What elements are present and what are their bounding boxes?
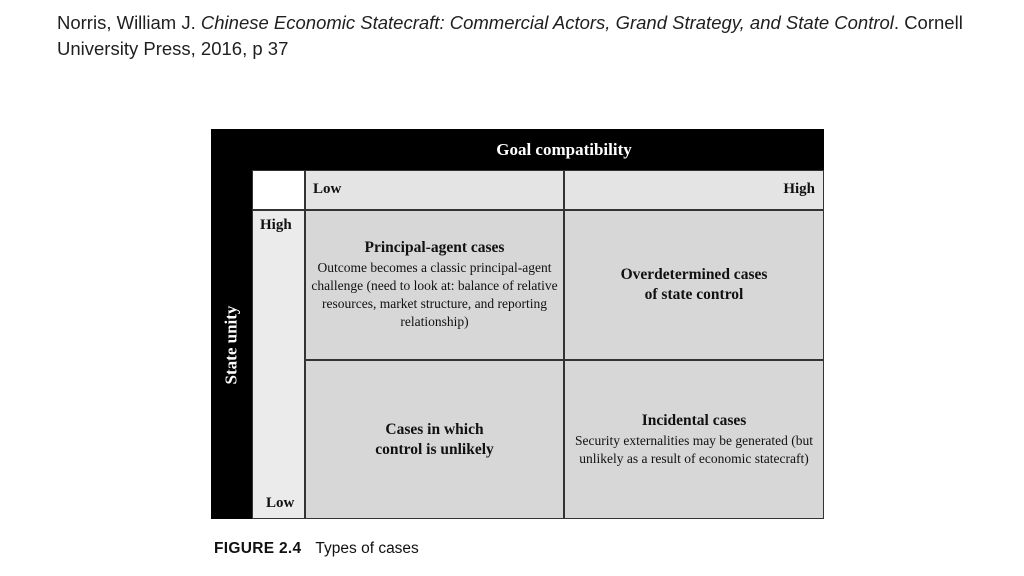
control-unlikely-cell: Cases in which control is unlikely: [305, 360, 564, 519]
figure-caption: FIGURE 2.4 Types of cases: [214, 540, 419, 558]
incidental-title: Incidental cases: [641, 412, 747, 429]
overdetermined-title-line2: of state control: [644, 286, 744, 303]
citation-publisher: . Cornell University Press, 2016, p 37: [57, 12, 963, 59]
figure-number: FIGURE 2.4: [214, 540, 302, 557]
matrix-corner-cell: [252, 170, 305, 210]
citation-book-title: Chinese Economic Statecraft: Commercial …: [200, 12, 894, 33]
row-low-label: Low: [266, 495, 295, 511]
principal-agent-cell: Principal-agent cases Outcome becomes a …: [305, 210, 564, 360]
column-low-header: Low: [305, 170, 564, 210]
control-unlikely-title-line1: Cases in which: [385, 420, 484, 438]
figure-caption-text: Types of cases: [315, 540, 419, 557]
principal-agent-title: Principal-agent cases: [364, 239, 505, 256]
row-axis-column: High Low: [252, 210, 305, 519]
incidental-description: Security externalities may be generated …: [574, 433, 814, 466]
state-unity-label: State unity: [221, 305, 241, 384]
control-unlikely-title-line2: control is unlikely: [375, 440, 494, 458]
citation-author: Norris, William J.: [57, 12, 201, 33]
types-of-cases-matrix: Goal compatibility State unity Low High …: [211, 129, 824, 519]
state-unity-axis: State unity: [211, 170, 252, 519]
goal-compatibility-header: Goal compatibility: [496, 139, 632, 159]
citation: Norris, William J. Chinese Economic Stat…: [57, 10, 977, 62]
incidental-cell: Incidental cases Security externalities …: [564, 360, 824, 519]
overdetermined-cell: Overdetermined cases of state control: [564, 210, 824, 360]
principal-agent-description: Outcome becomes a classic principal-agen…: [311, 260, 558, 329]
row-high-label: High: [260, 217, 292, 233]
column-high-header: High: [564, 170, 824, 210]
column-low-label: Low: [313, 181, 342, 197]
overdetermined-title-line1: Overdetermined cases: [620, 266, 768, 283]
column-high-label: High: [783, 181, 815, 197]
